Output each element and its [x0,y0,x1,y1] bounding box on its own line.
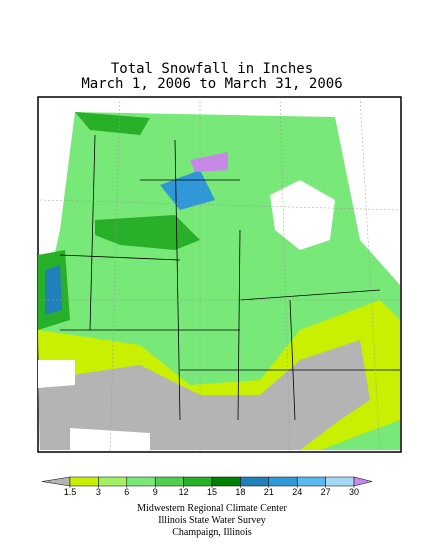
legend-swatch [240,476,270,487]
title-line-2: March 1, 2006 to March 31, 2006 [81,76,342,92]
legend-swatch [296,476,326,487]
credit-line: Midwestern Regional Climate Center [137,503,287,514]
legend-tick-label: 3 [96,487,101,497]
no-data [38,360,75,388]
legend-tick-label: 15 [207,487,217,497]
legend-swatch [98,476,128,487]
title-line-1: Total Snowfall in Inches [111,61,313,77]
legend-tick-label: 24 [292,487,302,497]
legend-swatch [154,476,184,487]
state-lines [59,134,400,421]
legend: 1.5 3 6 9 12 15 18 21 24 27 30 [41,476,373,497]
no-data [70,428,150,450]
legend-tick-label: 27 [321,487,331,497]
snow-zone [75,112,150,135]
legend-tick-label: 9 [153,487,158,497]
legend-swatch [69,476,99,487]
lake [270,180,335,250]
credit-line: Illinois State Water Survey [158,515,266,526]
map [37,96,402,453]
legend-tick-label: 6 [124,487,129,497]
snow-zone [45,265,62,315]
legend-tick-label: 1.5 [64,487,77,497]
snow-zone [38,340,370,450]
legend-tick-label: 30 [349,487,359,497]
legend-swatch [268,476,298,487]
snow-zone [95,215,200,250]
legend-swatch [126,476,156,487]
graticule [39,96,401,453]
legend-tick-label: 12 [179,487,189,497]
snow-zone [190,152,228,172]
legend-arrow-high [353,476,373,487]
legend-swatch [325,476,355,487]
legend-arrow-low [41,476,71,487]
legend-swatch [183,476,213,487]
credit-line: Champaign, Illinois [172,527,252,538]
legend-tick-label: 21 [264,487,274,497]
legend-swatch [211,476,241,487]
legend-tick-label: 18 [235,487,245,497]
